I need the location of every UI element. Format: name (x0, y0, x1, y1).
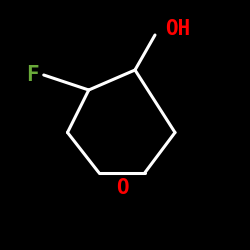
Text: OH: OH (165, 19, 190, 39)
Text: F: F (26, 65, 39, 85)
Text: O: O (116, 178, 128, 198)
